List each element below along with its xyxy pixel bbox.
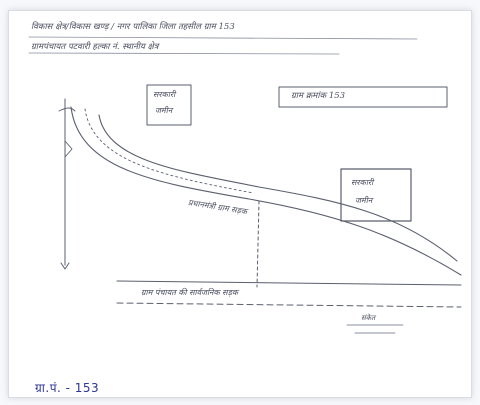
footer-note: ग्रा.पं. - 153 — [35, 381, 100, 395]
top-right-box-label: ग्राम क्रमांक 153 — [291, 91, 346, 101]
header-underline-1 — [28, 36, 418, 40]
right-box-line-1: सरकारी — [351, 178, 374, 187]
bottom-road-label: ग्राम पंचायत की सार्वजनिक सड़क — [141, 288, 239, 297]
right-box-line-2: जमीन — [355, 196, 373, 205]
header-line-2: ग्रामपंचायत पटवारी हल्का नं. स्थानीय क्ष… — [31, 42, 159, 52]
right-box — [340, 168, 412, 222]
header-underline-2 — [28, 52, 340, 55]
top-left-box-line-1: सरकारी — [153, 90, 176, 99]
hand-drawn-map — [28, 36, 462, 334]
top-left-box — [146, 84, 192, 126]
left-top-curl — [58, 107, 76, 112]
top-left-box-line-2: जमीन — [155, 106, 173, 115]
dashed-survey-line — [256, 200, 260, 288]
left-boundary-arrowhead — [60, 262, 70, 270]
legend-small-text: संकेत — [361, 314, 376, 322]
left-boundary-mark — [64, 140, 73, 158]
top-right-box — [278, 86, 448, 108]
header-line-1: विकास क्षेत्र/विकास खण्ड़ / नगर पालिका ज… — [31, 22, 235, 32]
road-upper-edge — [70, 106, 462, 276]
bottom-road-lower — [116, 302, 462, 308]
road-lower-edge — [98, 114, 458, 262]
sketch-sheet: विकास क्षेत्र/विकास खण्ड़ / नगर पालिका ज… — [8, 10, 472, 398]
bottom-road-upper — [116, 280, 462, 286]
